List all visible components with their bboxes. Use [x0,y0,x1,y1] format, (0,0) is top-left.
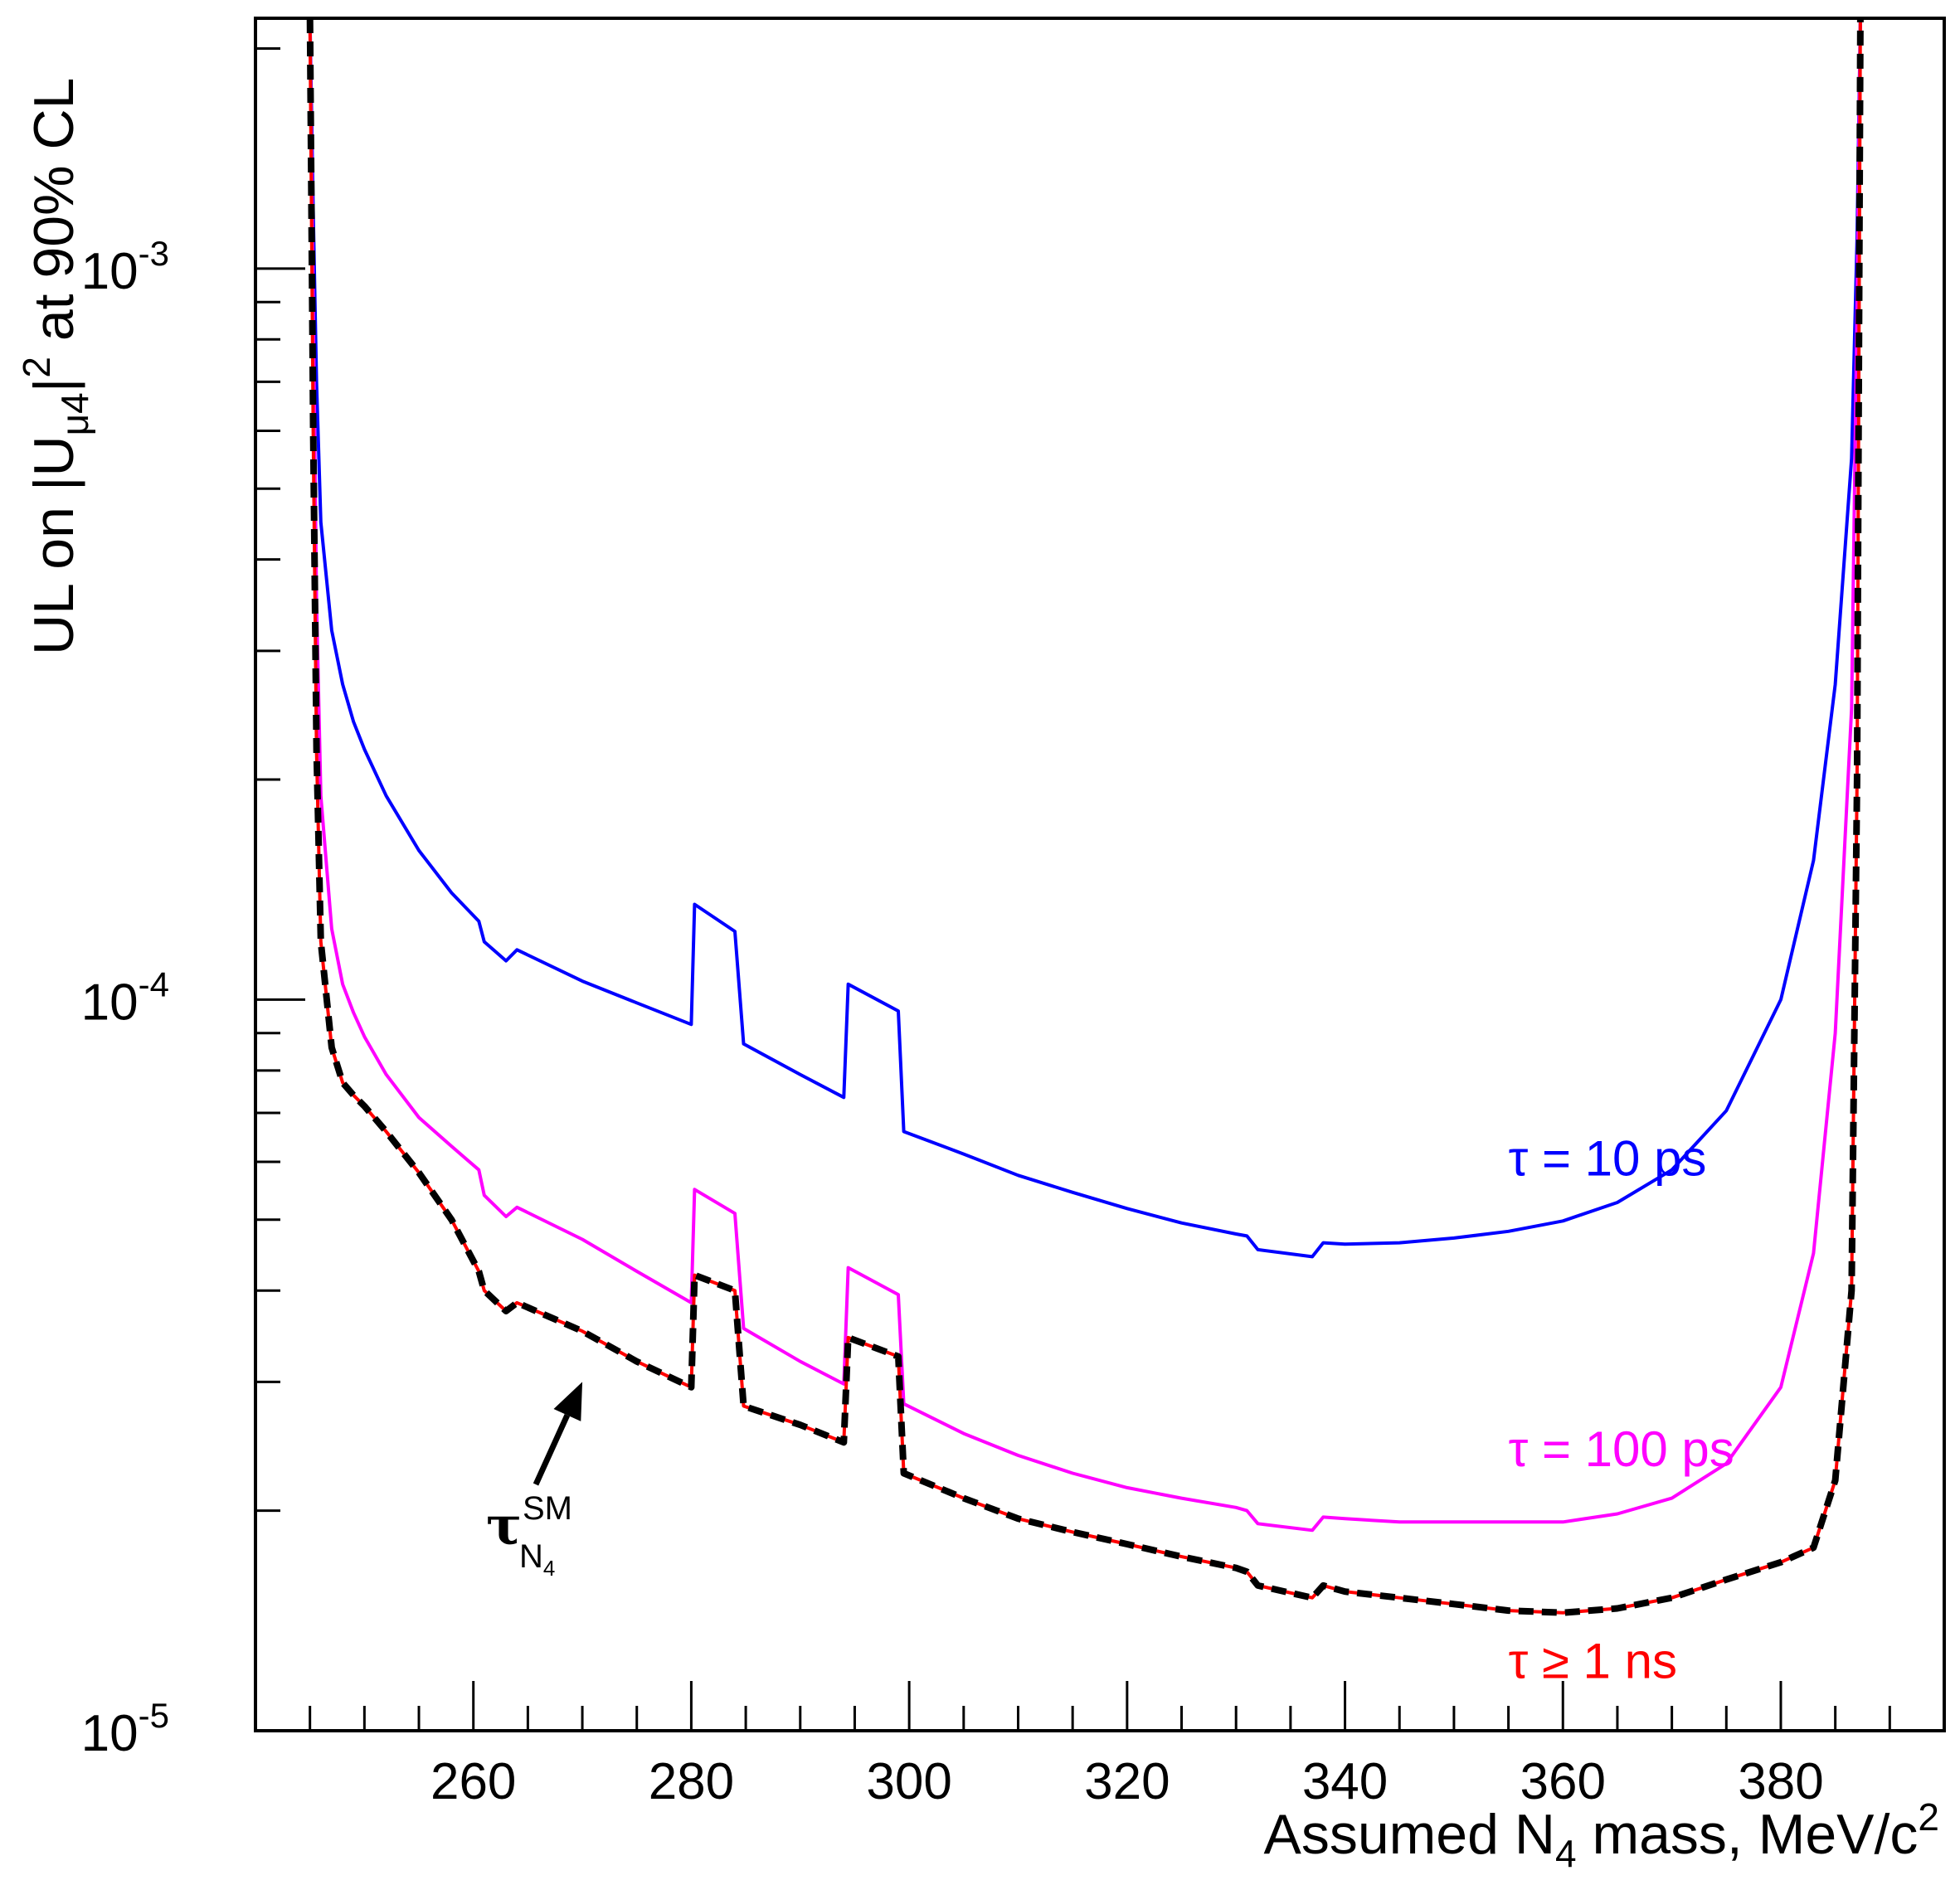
x-tick-label: 340 [1302,1753,1388,1810]
plot-frame [254,17,1946,1732]
x-tick-label: 380 [1738,1753,1823,1810]
x-tick-label: 360 [1520,1753,1606,1810]
series-line-3 [308,18,1862,1615]
series-line-4 [306,18,1864,1616]
x-tick-label: 300 [866,1753,951,1810]
series-layer [306,18,1864,1616]
series-line-1 [308,18,1862,1259]
x-axis-title: Assumed N4 mass, MeV/c2 [1263,1795,1939,1875]
annotation-arrowhead [553,1382,583,1421]
y-tick-label: 10-5 [81,1696,169,1762]
series-label-1: τ = 10 ps [1509,1130,1707,1186]
sm-lifetime-annotation: τSM N4 [486,1382,583,1581]
y-tick-label: 10-4 [81,964,169,1031]
series-label-3: τ ≥ 1 ns [1509,1634,1677,1689]
series-label-2: τ = 100 ps [1509,1421,1734,1477]
y-axis: 10-3 10-4 10-5 [81,46,305,1762]
annotation-arrow [533,1414,571,1486]
x-tick-label: 320 [1084,1753,1170,1810]
y-axis-title: UL on |Uμ4|2 at 90% CL [15,78,96,655]
x-tick-label: 280 [649,1753,734,1810]
series-line-2 [308,18,1862,1533]
x-tick-label: 260 [430,1753,516,1810]
x-axis: 260 280 300 320 340 360 380 [309,1681,1891,1810]
series-labels: τ = 10 ps τ = 100 ps τ ≥ 1 ns [1509,1130,1734,1688]
y-tick-label: 10-3 [81,234,169,300]
annotation-label: τSM N4 [486,1490,572,1581]
